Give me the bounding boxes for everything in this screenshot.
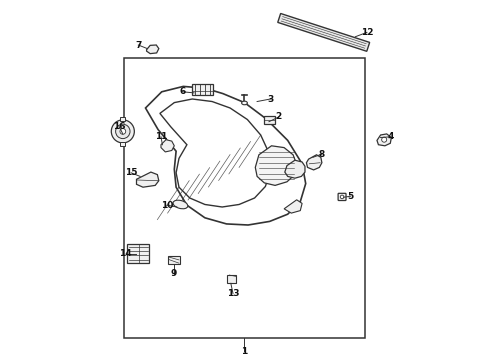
Text: 3: 3 xyxy=(267,94,273,104)
Ellipse shape xyxy=(241,101,247,105)
Bar xyxy=(120,142,125,146)
Polygon shape xyxy=(284,160,305,178)
Bar xyxy=(123,58,365,338)
Bar xyxy=(192,84,213,95)
Text: 8: 8 xyxy=(318,150,325,158)
Text: 15: 15 xyxy=(124,168,137,177)
Text: 1: 1 xyxy=(241,346,247,356)
Circle shape xyxy=(381,137,386,142)
FancyBboxPatch shape xyxy=(337,193,346,201)
Polygon shape xyxy=(161,140,174,152)
Polygon shape xyxy=(136,172,159,187)
Polygon shape xyxy=(376,134,390,146)
Text: 12: 12 xyxy=(360,28,372,37)
Text: 10: 10 xyxy=(161,201,173,210)
Bar xyxy=(227,275,236,283)
Circle shape xyxy=(340,195,343,199)
Text: 13: 13 xyxy=(226,289,239,298)
Text: 5: 5 xyxy=(347,192,353,201)
Circle shape xyxy=(111,120,134,143)
Text: 9: 9 xyxy=(170,269,176,278)
Circle shape xyxy=(120,129,125,134)
Text: 4: 4 xyxy=(386,132,393,141)
Bar xyxy=(168,256,179,264)
Polygon shape xyxy=(146,45,159,54)
Text: 7: 7 xyxy=(135,40,141,49)
Bar xyxy=(127,244,149,263)
Polygon shape xyxy=(306,155,321,170)
Text: 6: 6 xyxy=(179,87,185,96)
Bar xyxy=(120,117,125,121)
Ellipse shape xyxy=(173,200,187,209)
Text: 11: 11 xyxy=(154,132,167,141)
Polygon shape xyxy=(277,13,369,51)
Polygon shape xyxy=(255,146,296,185)
Text: 2: 2 xyxy=(275,112,281,121)
Circle shape xyxy=(115,124,130,139)
Text: 16: 16 xyxy=(113,122,125,131)
Text: 14: 14 xyxy=(119,249,132,258)
Polygon shape xyxy=(284,200,302,213)
Bar xyxy=(264,116,275,124)
